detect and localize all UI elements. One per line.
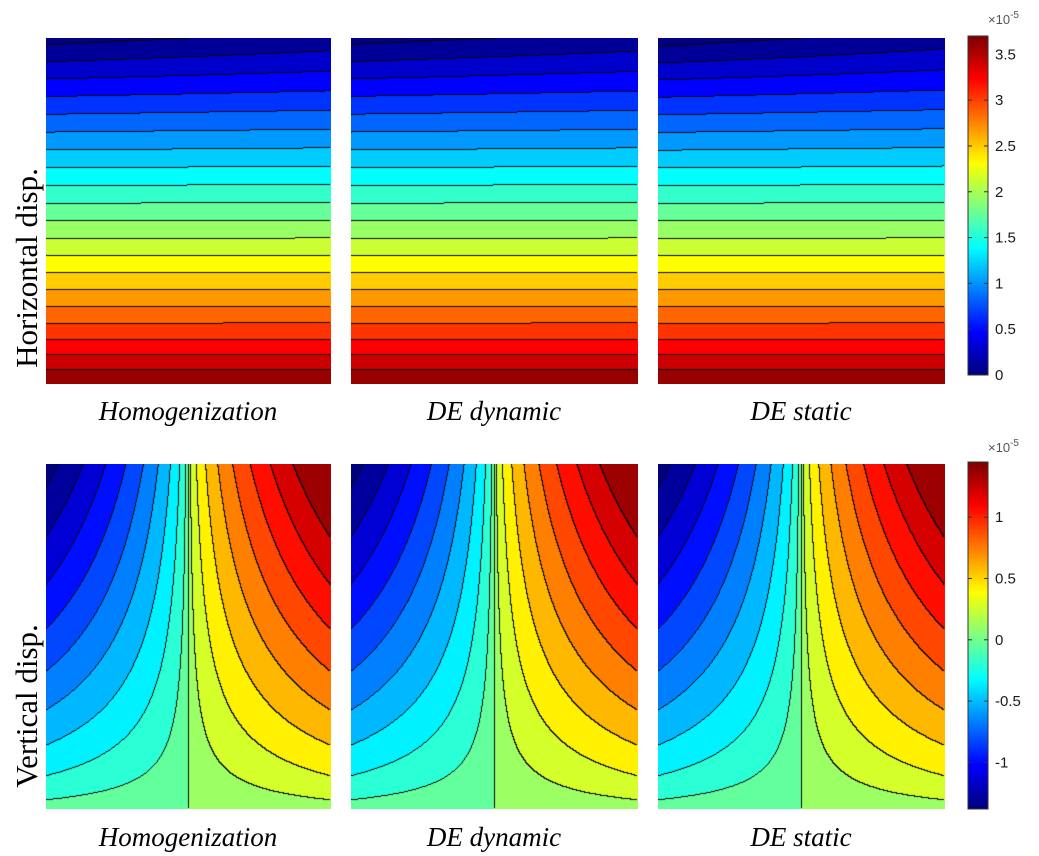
- colorbar-vertical-tick-label: -1: [995, 754, 1008, 771]
- panel-label-v-de-dynamic: DE dynamic: [426, 822, 561, 852]
- contour-panel-vertical-homogenization: [46, 464, 331, 809]
- panel-label-v-homogenization: Homogenization: [98, 822, 278, 852]
- colorbar-vertical-tick-label: 0: [995, 632, 1003, 649]
- colorbar-horizontal-tick-label: 0: [995, 367, 1003, 384]
- row-title-vertical: Vertical disp.: [9, 624, 44, 788]
- colorbar-horizontal-ticks: 0 0.5 1 1.5 2 2.5 3 3.5: [968, 46, 1016, 384]
- colorbar-horizontal: [968, 36, 988, 375]
- panel-label-h-de-static: DE static: [749, 396, 851, 426]
- colorbar-horizontal-frame: [967, 35, 989, 376]
- panel-label-h-de-dynamic: DE dynamic: [426, 396, 561, 426]
- contour-panel-vertical-de-dynamic: [351, 464, 638, 809]
- colorbar-horizontal-tick-label: 3: [995, 92, 1003, 109]
- colorbar-horizontal-tick-label: 2.5: [995, 138, 1016, 155]
- colorbar-vertical-tick-label: 1: [995, 509, 1003, 526]
- colorbar-vertical-ticks: -1 -0.5 0 0.5 1: [968, 509, 1021, 771]
- colorbar-horizontal-tick-label: 2: [995, 184, 1003, 201]
- colorbar-vertical-tick-label: 0.5: [995, 570, 1016, 587]
- colorbar-horizontal-multiplier: ×10-5: [988, 10, 1019, 27]
- panel-label-h-homogenization: Homogenization: [98, 396, 278, 426]
- colorbar-vertical-multiplier: ×10-5: [988, 438, 1019, 455]
- colorbar-horizontal-tick-label: 3.5: [995, 46, 1016, 63]
- colorbar-vertical-frame: [967, 461, 989, 810]
- contour-panel-horizontal-de-dynamic: [351, 38, 638, 384]
- panel-label-v-de-static: DE static: [749, 822, 851, 852]
- colorbar-horizontal-tick-label: 0.5: [995, 321, 1016, 338]
- colorbar-vertical-tick-label: -0.5: [995, 693, 1021, 710]
- colorbar-horizontal-tick-label: 1: [995, 275, 1003, 292]
- contour-panel-horizontal-homogenization: [46, 38, 331, 384]
- contour-panel-vertical-de-static: [658, 464, 945, 809]
- colorbar-horizontal-tick-label: 1.5: [995, 230, 1016, 247]
- row-title-horizontal: Horizontal disp.: [9, 168, 44, 368]
- colorbar-vertical: [968, 462, 988, 809]
- contour-panel-horizontal-de-static: [658, 38, 945, 384]
